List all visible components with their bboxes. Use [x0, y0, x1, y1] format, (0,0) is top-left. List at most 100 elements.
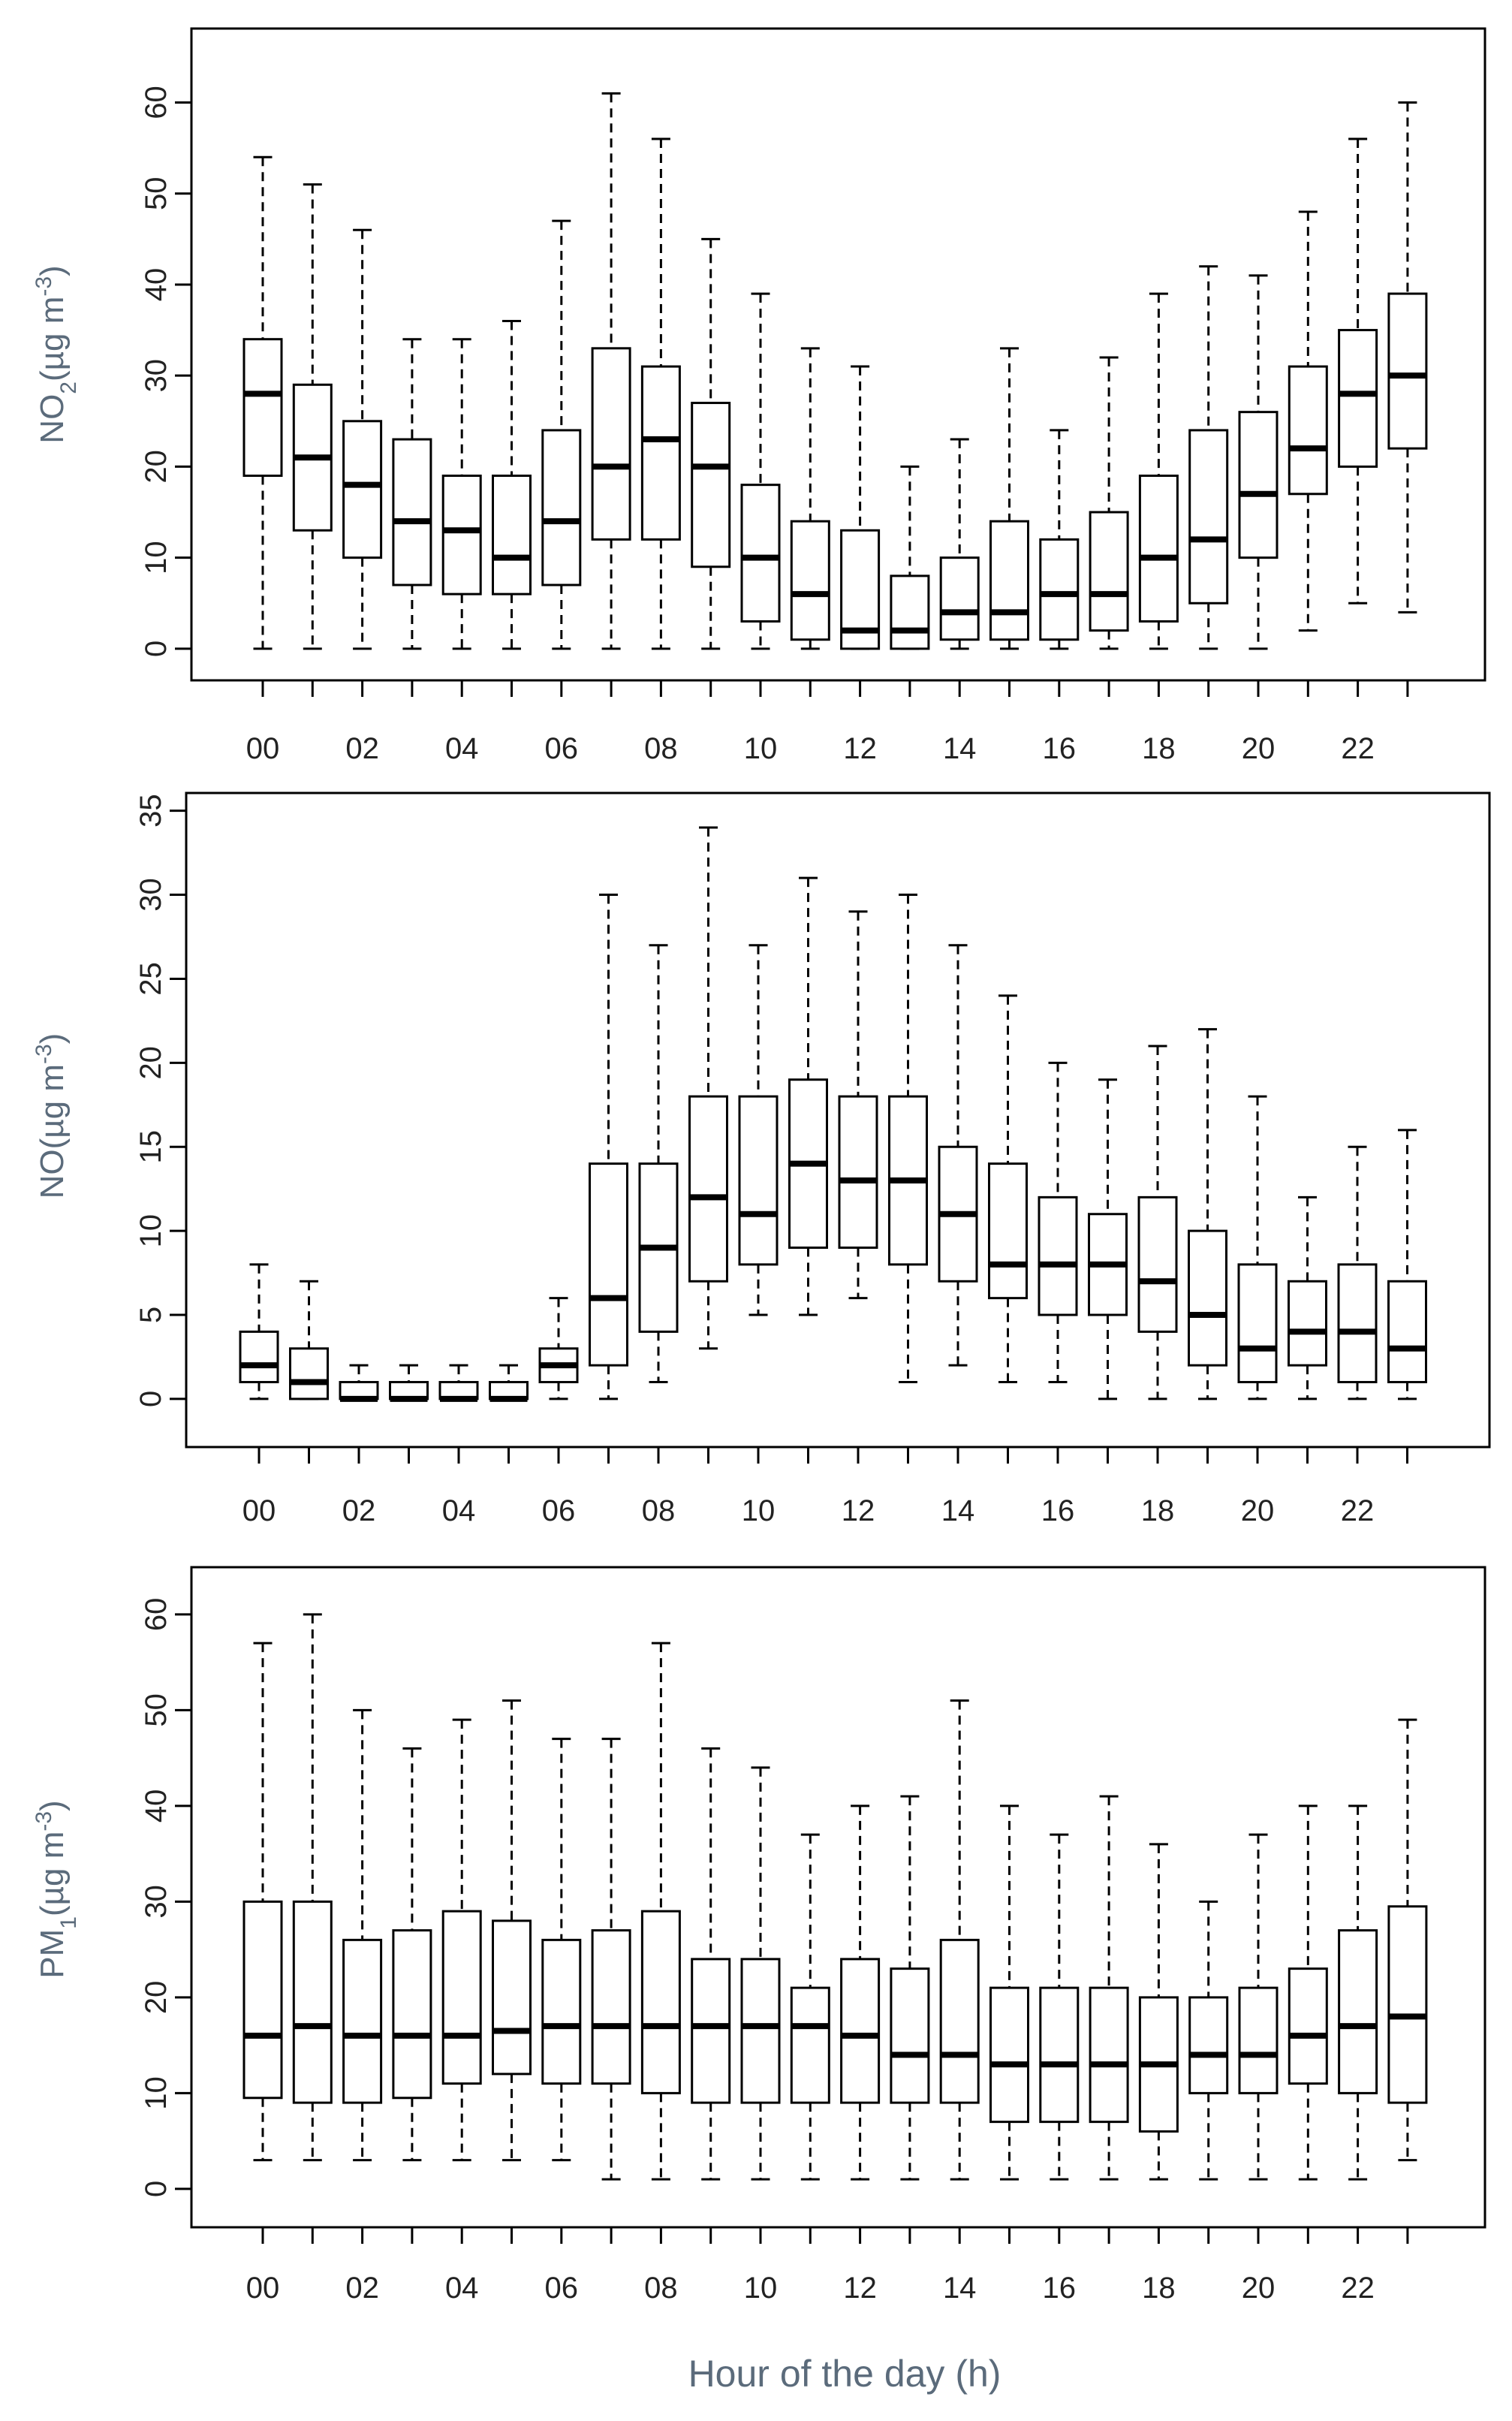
iqr-box [688, 1095, 728, 1283]
box-02 [339, 1364, 379, 1402]
y-tick-label: 50 [140, 1693, 173, 1727]
iqr-box [242, 338, 283, 478]
x-tick-label: 22 [1341, 732, 1375, 765]
box-05 [489, 1364, 529, 1402]
box-19 [1188, 1028, 1227, 1400]
x-tick-label: 20 [1242, 2272, 1276, 2305]
box-21 [1288, 210, 1328, 632]
iqr-box [342, 1938, 383, 2104]
plot-frame [190, 1566, 1486, 2229]
iqr-box [1137, 1195, 1178, 1333]
box-03 [392, 1747, 432, 2162]
iqr-box [292, 1900, 333, 2104]
box-07 [589, 894, 628, 1400]
box-11 [788, 876, 828, 1316]
iqr-box [441, 475, 482, 595]
iqr-box [1288, 1280, 1327, 1367]
y-tick-label: 35 [134, 794, 167, 828]
box-21 [1288, 1804, 1328, 2181]
iqr-box [392, 1929, 432, 2100]
box-00 [242, 1642, 283, 2162]
box-07 [591, 1738, 631, 2181]
y-tick-label: 40 [140, 268, 173, 302]
box-18 [1138, 1843, 1179, 2181]
iqr-box [790, 520, 830, 641]
box-17 [1088, 1078, 1128, 1400]
iqr-box [342, 420, 383, 559]
iqr-box [242, 1900, 283, 2100]
iqr-box [1387, 1905, 1428, 2104]
y-tick-label: 30 [134, 878, 167, 912]
x-tick-label: 20 [1242, 732, 1276, 765]
iqr-box [1188, 429, 1229, 604]
x-axis-title: Hour of the day (h) [688, 2353, 1001, 2395]
iqr-box [738, 1095, 779, 1266]
box-series [242, 1613, 1428, 2181]
x-tick-label: 00 [242, 1494, 276, 1527]
box-18 [1138, 292, 1179, 650]
box-series [242, 92, 1428, 650]
x-tick-label: 12 [843, 2272, 877, 2305]
y-tick-label: 10 [140, 2076, 173, 2110]
box-09 [688, 826, 728, 1350]
x-tick-label: 12 [842, 1494, 875, 1527]
y-tick-label: 5 [134, 1307, 167, 1323]
iqr-box [591, 347, 631, 541]
iqr-box [1089, 511, 1129, 632]
x-tick-label: 08 [642, 1494, 676, 1527]
box-01 [292, 1613, 333, 2162]
y-tick-label: 60 [140, 1598, 173, 1632]
y-axis: 0 10 20 30 40 50 60 [140, 1598, 191, 2197]
x-axis: 00 02 04 06 08 10 12 14 16 18 20 22 [242, 1447, 1408, 1527]
box-00 [242, 155, 283, 650]
iqr-box [1238, 1986, 1279, 2094]
y-tick-label: 0 [134, 1391, 167, 1407]
box-20 [1238, 1833, 1279, 2181]
box-15 [989, 1804, 1029, 2181]
y-tick-label: 0 [140, 641, 173, 657]
box-14 [938, 944, 978, 1367]
iqr-box [492, 475, 532, 595]
iqr-box [890, 1967, 930, 2104]
x-tick-label: 20 [1241, 1494, 1275, 1527]
x-tick-label: 02 [342, 1494, 376, 1527]
box-04 [438, 1364, 479, 1402]
iqr-box [640, 1910, 681, 2094]
x-axis: 00 02 04 06 08 10 12 14 16 18 20 22 [246, 2227, 1409, 2305]
y-tick-label: 0 [140, 2181, 173, 2197]
box-16 [1038, 1061, 1078, 1384]
iqr-box [1089, 1986, 1129, 2124]
x-tick-label: 04 [445, 732, 479, 765]
box-04 [441, 338, 482, 650]
box-02 [342, 228, 383, 650]
box-series [239, 826, 1427, 1402]
iqr-box [1238, 411, 1279, 559]
iqr-box [1288, 1967, 1328, 2085]
x-tick-label: 00 [246, 732, 280, 765]
box-16 [1039, 429, 1080, 650]
box-11 [790, 1833, 830, 2181]
iqr-box [541, 429, 582, 586]
iqr-box [939, 1938, 980, 2104]
x-tick-label: 04 [445, 2272, 479, 2305]
iqr-box [1288, 365, 1328, 496]
x-tick-label: 14 [941, 1494, 975, 1527]
y-axis: 0 10 20 30 40 50 60 [140, 86, 191, 657]
iqr-box [1338, 1929, 1378, 2094]
x-tick-label: 22 [1341, 2272, 1375, 2305]
x-tick-label: 18 [1142, 2272, 1176, 2305]
y-tick-label: 60 [140, 86, 173, 119]
x-tick-label: 16 [1043, 732, 1077, 765]
iqr-box [1188, 1996, 1229, 2094]
box-08 [640, 137, 681, 650]
x-tick-label: 14 [943, 732, 977, 765]
iqr-box [441, 1910, 482, 2085]
x-tick-label: 02 [345, 732, 379, 765]
box-13 [888, 894, 928, 1384]
iqr-box [1138, 475, 1179, 623]
x-tick-label: 06 [542, 1494, 576, 1527]
box-18 [1137, 1045, 1178, 1400]
box-09 [691, 237, 731, 650]
y-tick-label: 15 [134, 1130, 167, 1164]
iqr-box [289, 1347, 329, 1400]
